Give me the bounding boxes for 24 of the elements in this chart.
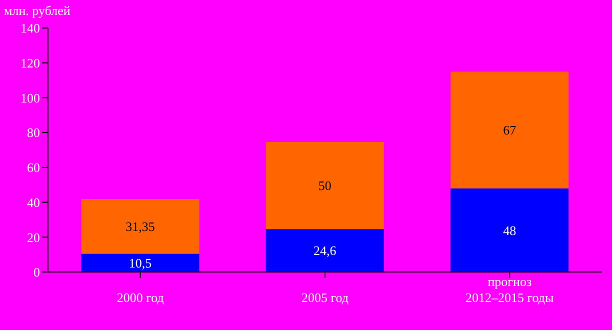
y-tick-label: 80 bbox=[27, 125, 40, 140]
x-tick-label: 2000 год bbox=[116, 290, 164, 305]
y-tick-label: 40 bbox=[27, 194, 40, 210]
data-label: 24,6 bbox=[314, 243, 337, 258]
y-tick-label: 60 bbox=[27, 160, 40, 176]
y-tick-label: 140 bbox=[20, 20, 40, 36]
bar bbox=[81, 199, 200, 254]
y-tick-label: 20 bbox=[27, 230, 40, 245]
data-label: 50 bbox=[318, 178, 332, 194]
data-label: 31,35 bbox=[126, 218, 155, 234]
data-label: 48 bbox=[503, 222, 516, 238]
bar bbox=[450, 72, 569, 188]
y-tick-label: 120 bbox=[20, 55, 40, 70]
x-tick-label: прогноз 2012–2015 годы bbox=[466, 274, 554, 305]
data-label: 10,5 bbox=[128, 255, 152, 270]
bar bbox=[450, 188, 569, 272]
data-label: 67 bbox=[503, 122, 517, 138]
bar bbox=[266, 229, 384, 272]
bar bbox=[81, 254, 200, 272]
y-tick-label: 0 bbox=[34, 264, 40, 280]
bar bbox=[266, 142, 384, 230]
x-tick-label: 2005 год bbox=[302, 290, 349, 305]
y-axis-title: млн. рублей bbox=[4, 3, 70, 19]
y-tick-label: 100 bbox=[20, 90, 40, 106]
